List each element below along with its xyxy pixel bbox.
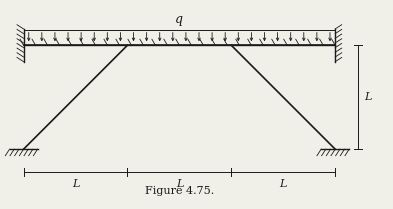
Text: L: L: [72, 179, 79, 189]
Text: L: L: [279, 179, 287, 189]
Text: q: q: [175, 13, 184, 26]
Text: L: L: [364, 92, 372, 102]
Text: L: L: [176, 179, 183, 189]
Text: Figure 4.75.: Figure 4.75.: [145, 186, 214, 196]
